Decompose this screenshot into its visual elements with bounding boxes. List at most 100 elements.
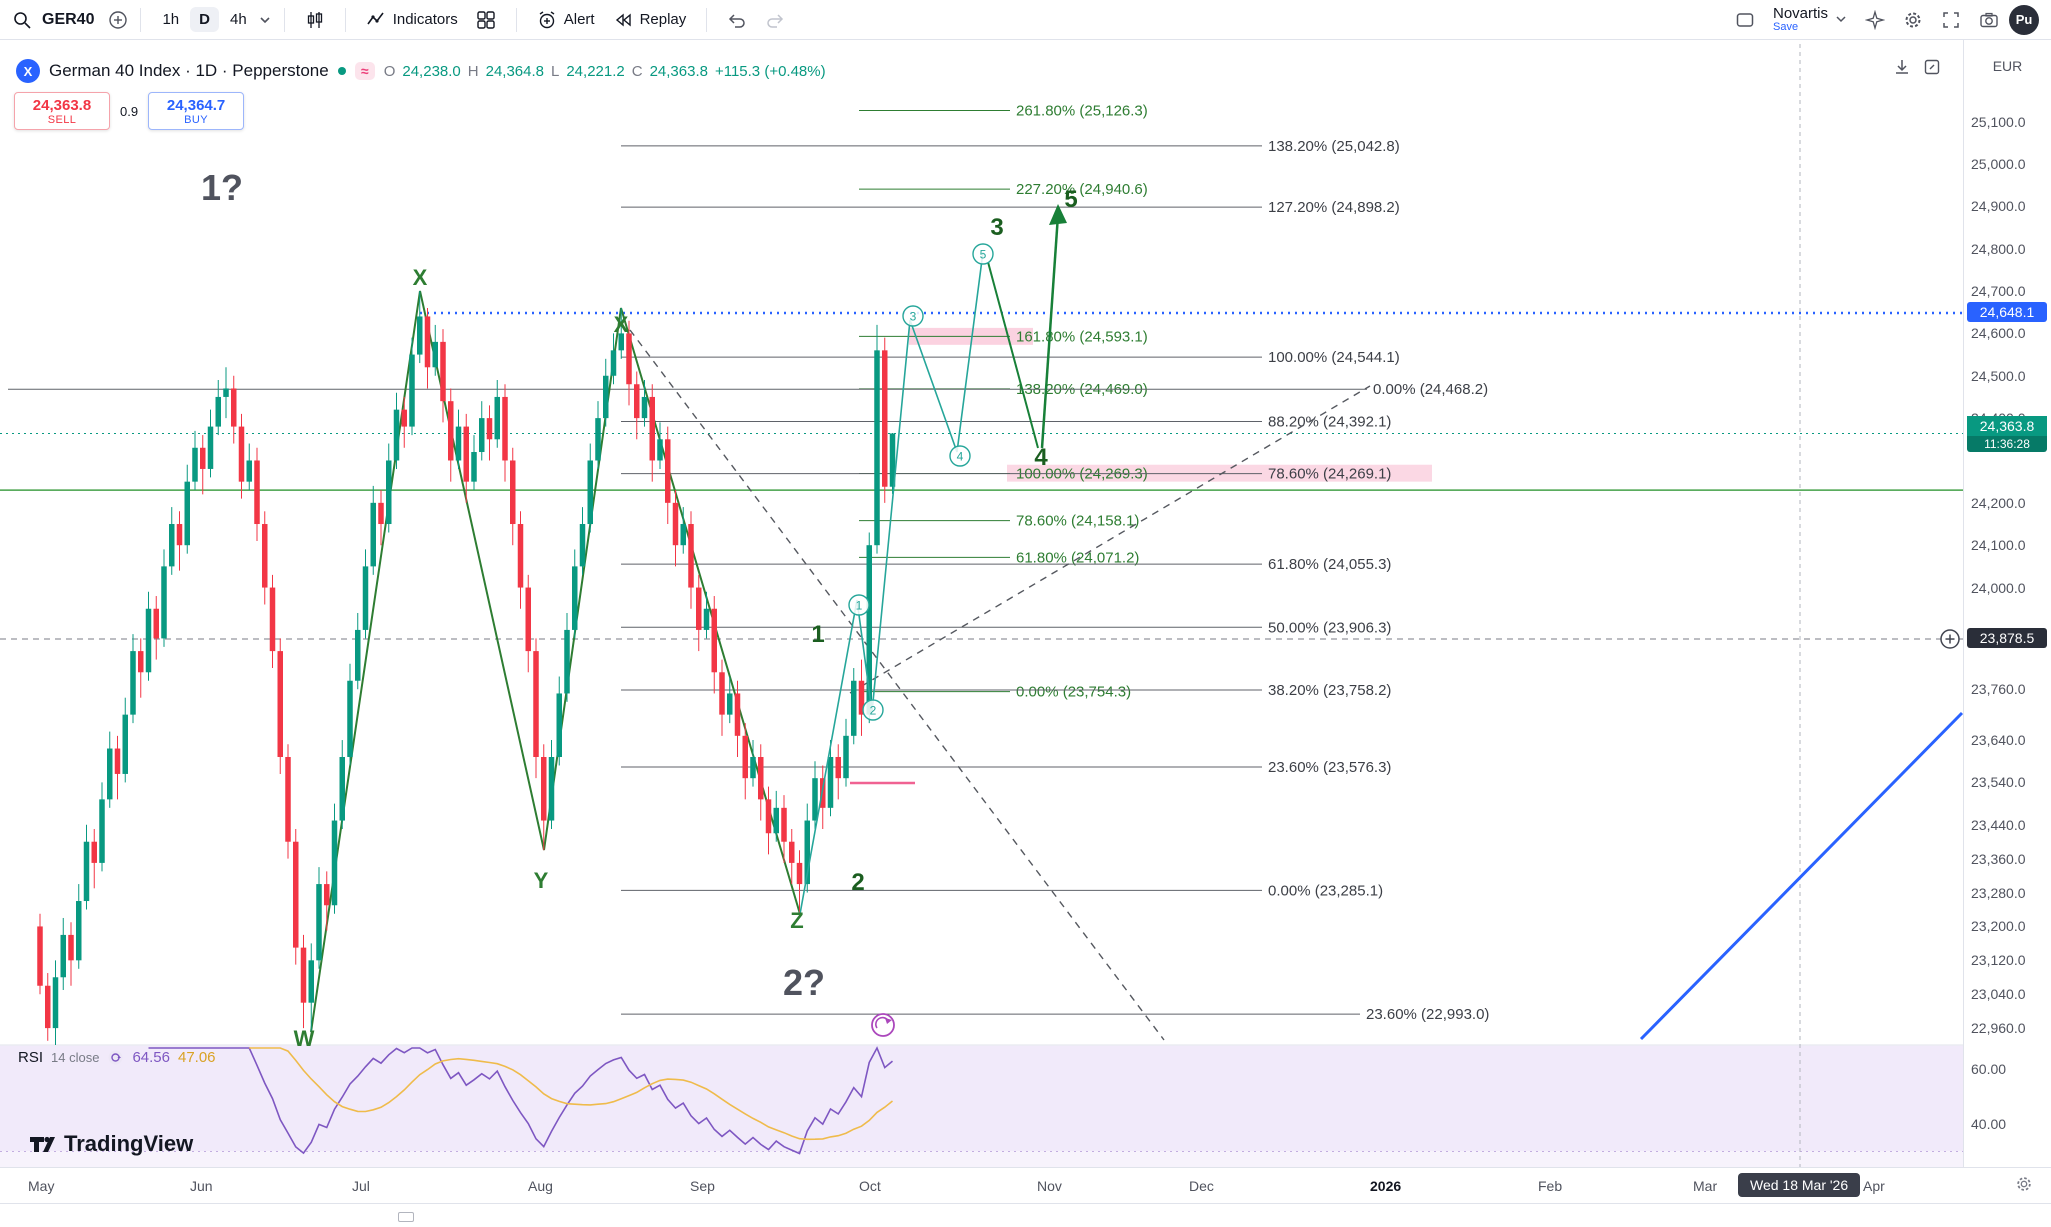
alert-label: Alert bbox=[563, 11, 595, 28]
wave-label[interactable]: X bbox=[614, 312, 629, 337]
timeframe-chevron-icon[interactable] bbox=[258, 13, 272, 27]
symbol-logo[interactable]: X bbox=[16, 59, 40, 83]
symbol-button[interactable]: GER40 bbox=[34, 6, 102, 34]
undo-icon[interactable] bbox=[719, 5, 755, 35]
fullscreen-icon[interactable] bbox=[1933, 5, 1969, 35]
wave-label[interactable]: 5 bbox=[1064, 186, 1077, 213]
panel-toggle-icon[interactable] bbox=[1727, 5, 1763, 35]
wave-circle[interactable] bbox=[972, 243, 994, 265]
buy-button[interactable]: 24,364.7 BUY bbox=[148, 92, 245, 130]
fib-level-label[interactable]: 61.80% (24,055.3) bbox=[1268, 556, 1391, 573]
fib-level-label[interactable]: 0.00% (23,285.1) bbox=[1268, 882, 1383, 899]
candle-body bbox=[300, 947, 307, 1003]
replay-icon bbox=[613, 10, 633, 30]
fib-level-label[interactable]: 78.60% (24,269.1) bbox=[1268, 466, 1391, 483]
timeframe-1h[interactable]: 1h bbox=[162, 11, 180, 28]
user-avatar[interactable]: Pu bbox=[2009, 4, 2039, 35]
quick-search-icon[interactable] bbox=[1857, 5, 1893, 35]
time-axis[interactable]: May Jun Jul Aug Sep Oct Nov Dec 2026 Feb Mar Apr Wed… bbox=[0, 1167, 2051, 1203]
redo-icon[interactable] bbox=[757, 5, 793, 35]
wave-label[interactable]: 2 bbox=[851, 869, 864, 896]
fib-level-label[interactable]: 23.60% (22,993.0) bbox=[1366, 1006, 1489, 1023]
time-axis-month: Apr bbox=[1863, 1178, 1885, 1194]
fib-level-label[interactable]: 127.20% (24,898.2) bbox=[1268, 199, 1400, 216]
candle-body bbox=[711, 608, 717, 673]
settings-gear-icon[interactable] bbox=[1895, 5, 1931, 35]
wave-label[interactable]: 1? bbox=[201, 167, 243, 208]
fib-level-label[interactable]: 138.20% (25,042.8) bbox=[1268, 138, 1400, 155]
wave-label[interactable]: X bbox=[413, 265, 428, 290]
wave-label[interactable]: Z bbox=[790, 908, 803, 933]
fib-level-label[interactable]: 78.60% (24,158.1) bbox=[1016, 513, 1139, 530]
fib-level-label[interactable]: 0.00% (24,468.2) bbox=[1373, 381, 1488, 398]
wave-circle[interactable] bbox=[862, 699, 884, 721]
maximize-pane-icon[interactable] bbox=[1923, 58, 1941, 76]
camera-snapshot-icon[interactable] bbox=[1971, 5, 2007, 35]
wave-label[interactable]: 1 bbox=[811, 621, 824, 648]
bottom-strip-icon[interactable] bbox=[398, 1212, 414, 1222]
rsi-name[interactable]: RSI bbox=[18, 1049, 44, 1066]
elliott-zigzag-line[interactable] bbox=[310, 290, 801, 1033]
candle-body bbox=[99, 799, 105, 863]
wave-label[interactable]: 2? bbox=[783, 962, 825, 1003]
wave-label[interactable]: W bbox=[294, 1026, 315, 1051]
candle-body bbox=[773, 807, 779, 834]
indicators-button[interactable]: Indicators bbox=[358, 5, 466, 35]
candle-body bbox=[827, 757, 834, 808]
wave-label[interactable]: 3 bbox=[990, 214, 1003, 241]
dashed-trendline[interactable] bbox=[849, 385, 1371, 694]
replay-label: Replay bbox=[639, 11, 687, 28]
currency-label[interactable]: EUR bbox=[1992, 58, 2023, 74]
crosshair-date-badge[interactable]: Wed 18 Mar '26 bbox=[1738, 1173, 1861, 1197]
layout-menu-button[interactable]: Novartis Save bbox=[1765, 1, 1855, 38]
fib-level-label[interactable]: 50.00% (23,906.3) bbox=[1268, 619, 1391, 636]
fib-level-label[interactable]: 100.00% (24,544.1) bbox=[1268, 349, 1400, 366]
price-badge-last-price[interactable]: 24,363.8 11:36:28 bbox=[1967, 416, 2047, 453]
price-axis[interactable]: EUR 25,100.0 25,000.0 24,900.0 24,800.0 24,7… bbox=[1963, 40, 2051, 1167]
wave-label[interactable]: 4 bbox=[1034, 444, 1048, 471]
search-icon[interactable] bbox=[12, 10, 32, 30]
download-icon[interactable] bbox=[1893, 58, 1911, 76]
candle-body bbox=[130, 651, 136, 715]
dashed-trendline[interactable] bbox=[629, 329, 1165, 1041]
replay-button[interactable]: Replay bbox=[605, 5, 695, 35]
wave-circle[interactable] bbox=[949, 445, 971, 467]
fib-level-label[interactable]: 261.80% (25,126.3) bbox=[1016, 102, 1148, 119]
close-value: 24,363.8 bbox=[649, 62, 708, 80]
wave-label[interactable]: Y bbox=[534, 868, 549, 893]
wave-circle[interactable] bbox=[848, 594, 870, 616]
wave-circle[interactable] bbox=[902, 305, 924, 327]
fib-level-label[interactable]: 227.20% (24,940.6) bbox=[1016, 181, 1148, 198]
timeframe-4h[interactable]: 4h bbox=[230, 11, 247, 28]
rsi-refresh-icon[interactable] bbox=[107, 1049, 124, 1066]
wave-projection-path[interactable] bbox=[799, 251, 984, 915]
sell-button[interactable]: 24,363.8 SELL bbox=[14, 92, 110, 130]
blue-trendline[interactable] bbox=[1639, 711, 1964, 1041]
add-symbol-icon[interactable] bbox=[108, 10, 128, 30]
projection-arrow-line[interactable] bbox=[1040, 214, 1060, 449]
layout-grid-icon[interactable] bbox=[468, 5, 504, 35]
fib-level-label[interactable]: 0.00% (23,754.3) bbox=[1016, 684, 1131, 701]
fib-level-label[interactable]: 38.20% (23,758.2) bbox=[1268, 682, 1391, 699]
symbol-title[interactable]: German 40 Index · 1D · Pepperstone bbox=[49, 61, 329, 80]
fib-level-label[interactable]: 23.60% (23,576.3) bbox=[1268, 759, 1391, 776]
alert-clock-icon bbox=[537, 10, 557, 30]
fib-level-label[interactable]: 161.80% (24,593.1) bbox=[1016, 328, 1148, 345]
chart-type-icon[interactable] bbox=[297, 5, 333, 35]
tradingview-logo[interactable]: TradingView bbox=[28, 1130, 193, 1158]
tradingview-wordmark: TradingView bbox=[64, 1131, 194, 1156]
order-widget: 24,363.8 SELL 0.9 24,364.7 BUY bbox=[14, 92, 245, 130]
candle-body bbox=[417, 316, 423, 355]
candle-body bbox=[386, 460, 392, 525]
axis-settings-gear-icon[interactable] bbox=[2015, 1175, 2033, 1193]
rsi-ma-value: 47.06 bbox=[177, 1049, 216, 1066]
candle-body bbox=[882, 350, 888, 487]
price-badge-level-blue[interactable]: 24,648.1 bbox=[1967, 302, 2047, 323]
projection-arrow-head bbox=[1049, 204, 1067, 225]
price-badge-alert-line[interactable]: 23,878.5 bbox=[1967, 628, 2047, 649]
alert-button[interactable]: Alert bbox=[529, 5, 603, 35]
projection-line[interactable] bbox=[987, 261, 1039, 449]
timeframe-1d[interactable]: D bbox=[190, 7, 219, 32]
fib-level-label[interactable]: 88.20% (24,392.1) bbox=[1268, 413, 1391, 430]
